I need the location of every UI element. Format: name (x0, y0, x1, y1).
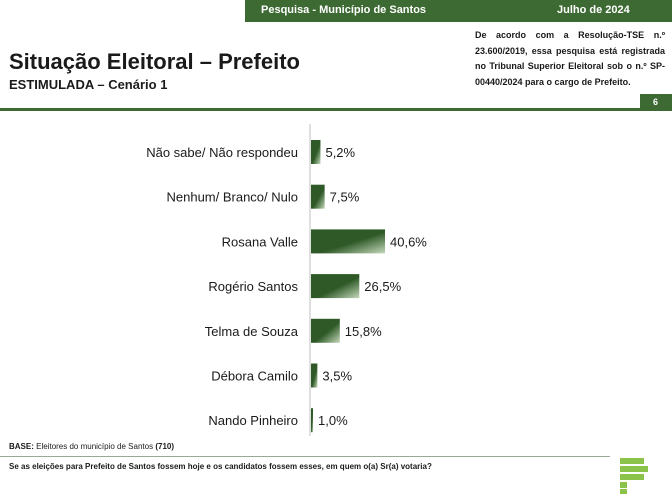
bar (311, 140, 321, 164)
bar (311, 408, 313, 433)
data-label: 5,2% (325, 145, 355, 160)
bar (311, 184, 325, 209)
header-divider (0, 108, 672, 111)
data-label: 26,5% (364, 279, 401, 294)
brand-logo-icon (620, 458, 648, 494)
data-label: 15,8% (345, 324, 382, 339)
data-label: 40,6% (390, 234, 427, 249)
bar (311, 318, 340, 343)
category-label: Não sabe/ Não respondeu (146, 145, 298, 160)
category-label: Nenhum/ Branco/ Nulo (166, 190, 298, 205)
bar (311, 229, 385, 254)
page-number: 6 (653, 97, 659, 107)
base-note: BASE: Eleitores do município de Santos (… (9, 442, 174, 451)
category-label: Débora Camilo (211, 369, 298, 384)
footer-divider (0, 456, 610, 457)
survey-label: Pesquisa - Município de Santos (261, 4, 427, 16)
survey-question: Se as eleições para Prefeito de Santos f… (9, 462, 432, 471)
data-label: 7,5% (330, 190, 360, 205)
survey-date: Julho de 2024 (557, 4, 630, 16)
bar (311, 363, 318, 388)
base-label: BASE: (9, 442, 34, 451)
data-label: 3,5% (322, 369, 352, 384)
header-bar: Pesquisa - Município de Santos Julho de … (245, 0, 672, 22)
category-label: Rosana Valle (222, 234, 298, 249)
registration-note: De acordo com a Resolução-TSE n.º 23.600… (475, 30, 665, 87)
base-text: Eleitores do município de Santos (36, 442, 154, 451)
page-number-badge: 6 (640, 94, 672, 111)
page-title: Situação Eleitoral – Prefeito (9, 49, 300, 74)
bar-chart: Não sabe/ Não respondeu 5,2% Nenhum/ Branc… (146, 124, 427, 436)
category-label: Telma de Souza (205, 324, 299, 339)
category-label: Nando Pinheiro (208, 413, 298, 428)
page-subtitle: ESTIMULADA – Cenário 1 (9, 77, 168, 92)
bar (311, 274, 360, 299)
category-label: Rogério Santos (208, 279, 298, 294)
data-label: 1,0% (318, 413, 348, 428)
base-count: (710) (155, 442, 175, 451)
